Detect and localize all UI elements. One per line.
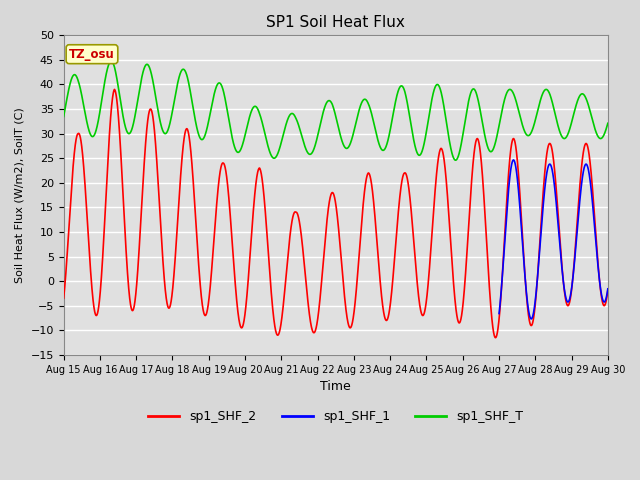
- Y-axis label: Soil Heat Flux (W/m2), SoilT (C): Soil Heat Flux (W/m2), SoilT (C): [15, 107, 25, 283]
- Title: SP1 Soil Heat Flux: SP1 Soil Heat Flux: [266, 15, 405, 30]
- Text: TZ_osu: TZ_osu: [69, 48, 115, 60]
- X-axis label: Time: Time: [321, 380, 351, 393]
- Legend: sp1_SHF_2, sp1_SHF_1, sp1_SHF_T: sp1_SHF_2, sp1_SHF_1, sp1_SHF_T: [143, 406, 528, 429]
